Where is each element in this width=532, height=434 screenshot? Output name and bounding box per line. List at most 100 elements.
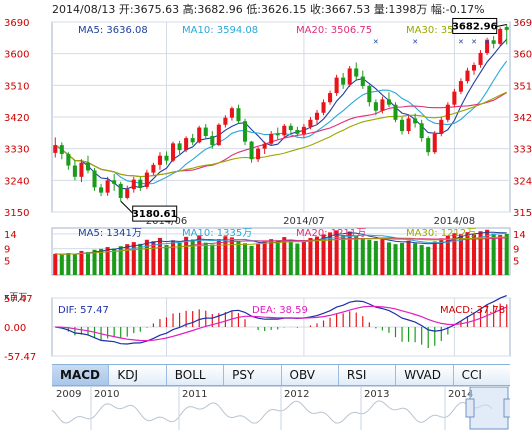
candle-body <box>367 86 372 103</box>
price-tick-right: 3330 <box>513 145 532 156</box>
tab-psy[interactable]: PSY <box>224 365 282 385</box>
volume-tick-left: 5 <box>4 256 10 267</box>
price-legend-item: MA20: 3506.75 <box>296 25 372 36</box>
volume-tick-right: 5 <box>513 256 519 267</box>
price-tick-right: 3510 <box>513 81 532 92</box>
candlestick <box>164 151 169 165</box>
price-ma10-line <box>54 60 508 185</box>
navigator-chart[interactable]: 2009 2010 2011 2012 2013 2014 <box>51 386 513 430</box>
volume-bar <box>295 243 300 275</box>
volume-bar <box>445 235 450 275</box>
high-callout-value: 3682.96 <box>452 21 498 32</box>
tab-boll[interactable]: BOLL <box>167 365 225 385</box>
volume-bar <box>99 248 104 275</box>
candle-body <box>256 148 261 160</box>
candle-body <box>465 70 470 82</box>
tab-rsi[interactable]: RSI <box>339 365 397 385</box>
candle-body <box>269 133 274 144</box>
candle-body <box>229 108 234 118</box>
tab-obv[interactable]: OBV <box>282 365 339 385</box>
candlestick <box>393 102 398 123</box>
volume-bar <box>157 237 162 275</box>
volume-bar <box>367 239 372 275</box>
candle-body <box>118 183 123 198</box>
candlestick <box>347 65 352 88</box>
candle-body <box>341 77 346 85</box>
volume-bar <box>92 249 97 275</box>
price-ma30-line <box>54 91 507 178</box>
quote-date: 2014/08/13 <box>52 3 116 16</box>
quote-low: 低:3626.15 <box>246 3 307 16</box>
tab-kdj[interactable]: KDJ <box>109 365 167 385</box>
tab-wvad[interactable]: WVAD <box>396 365 454 385</box>
tab-macd[interactable]: MACD <box>52 365 110 385</box>
candlestick <box>249 140 254 163</box>
volume-legend-item: MA5: 1341万 <box>78 228 142 239</box>
volume-bar <box>53 253 58 275</box>
candlestick <box>498 27 503 46</box>
candle-body <box>491 40 496 44</box>
candle-body <box>262 143 267 149</box>
candlestick <box>131 176 136 193</box>
price-tick-left: 3330 <box>4 145 29 156</box>
candlestick <box>282 124 287 139</box>
volume-tick-right: 9 <box>513 245 519 256</box>
candlestick <box>341 73 346 89</box>
volume-bar <box>360 238 365 275</box>
volume-bar <box>197 235 202 275</box>
candlestick <box>210 131 215 149</box>
volume-bar <box>66 252 71 275</box>
high-callout-box <box>452 17 498 34</box>
candlestick <box>485 37 490 56</box>
candle-body <box>249 141 254 160</box>
volume-bar <box>105 247 110 275</box>
volume-bar <box>216 239 221 275</box>
candlestick <box>504 24 509 45</box>
candlestick <box>125 185 130 200</box>
volume-bar <box>321 234 326 275</box>
candle-body <box>504 27 509 30</box>
volume-legend-item: MA10: 1335万 <box>182 228 252 239</box>
volume-bar <box>256 243 261 275</box>
low-callout-value: 3180.61 <box>132 209 178 220</box>
tab-cci[interactable]: CCI <box>461 368 482 382</box>
candlestick <box>184 136 189 153</box>
candle-body <box>498 29 503 44</box>
candlestick <box>321 99 326 116</box>
volume-bar <box>393 244 398 275</box>
volume-bar <box>347 231 352 275</box>
high-callout-pointer <box>496 23 507 27</box>
candle-body <box>321 102 326 113</box>
price-tick-right: 3690 <box>513 18 532 29</box>
candle-body <box>210 136 215 146</box>
candle-body <box>380 99 385 111</box>
candlestick <box>157 152 162 170</box>
candle-body <box>236 108 241 122</box>
range-navigator[interactable]: 2009 2010 2011 2012 2013 2014 <box>51 386 513 430</box>
volume-bar <box>354 236 359 275</box>
volume-bar <box>85 252 91 275</box>
candlestick <box>471 62 477 75</box>
candle-body <box>275 133 280 136</box>
navigator-year-label: 2010 <box>94 389 119 400</box>
volume-ma30-line <box>55 236 507 255</box>
quote-close: 收:3667.53 <box>310 3 371 16</box>
candlestick <box>190 133 195 146</box>
candlestick <box>400 117 405 135</box>
candle-body <box>216 124 221 146</box>
volume-bar <box>498 235 503 275</box>
quote-change: 幅:-0.17% <box>430 3 485 16</box>
volume-bar <box>465 232 470 275</box>
candle-body <box>164 155 169 161</box>
volume-bar <box>400 242 405 275</box>
candlestick <box>328 90 333 105</box>
candlestick <box>445 102 450 123</box>
candle-body <box>138 179 143 188</box>
volume-bar <box>131 242 136 275</box>
candle-body <box>301 126 306 134</box>
volume-bar <box>504 233 509 275</box>
volume-bar <box>386 242 391 275</box>
price-tick-left: 3240 <box>4 176 29 187</box>
candlestick <box>367 84 372 107</box>
